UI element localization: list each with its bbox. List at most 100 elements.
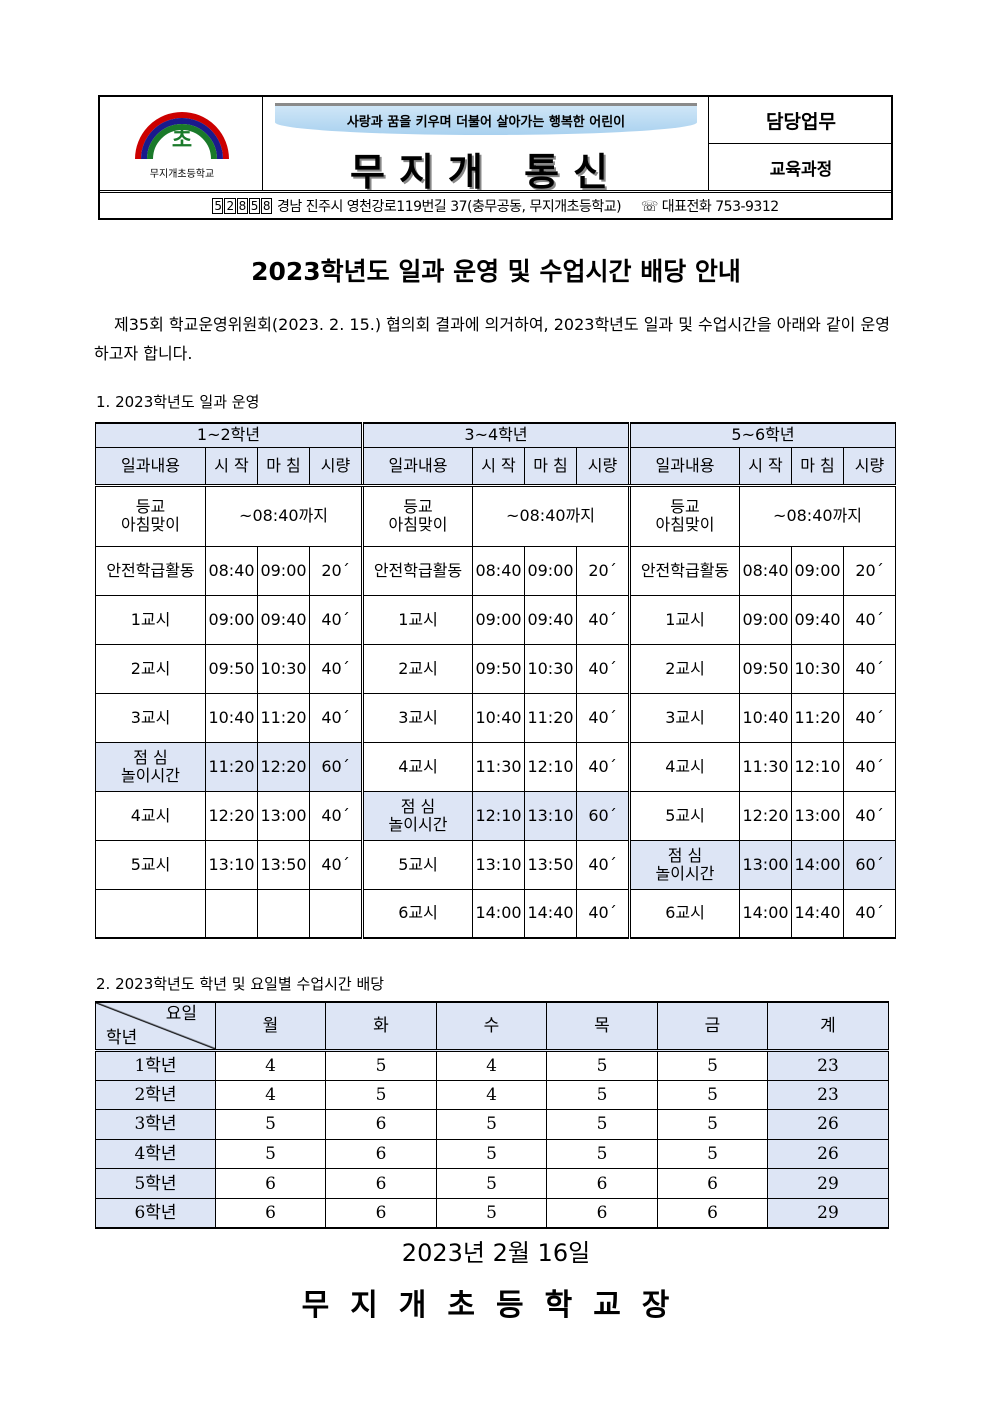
- column-header: 시 작: [472, 446, 525, 487]
- total-hours: 29: [767, 1197, 889, 1230]
- arrival-label: 등교 아침맞이: [95, 484, 206, 547]
- start-time: 09:50: [205, 643, 258, 694]
- postal-digit: 8: [260, 197, 273, 214]
- schedule-row: 5교시 13:10 13:50 40´: [362, 839, 630, 890]
- corner-grade: 학년: [106, 1028, 138, 1048]
- schedule-row: 4교시 12:20 13:00 40´: [95, 790, 363, 841]
- arrival-time: ~08:40까지: [204, 484, 363, 547]
- schedule-row: 2교시 09:50 10:30 40´: [362, 643, 630, 694]
- start-time: 09:00: [205, 594, 258, 645]
- hours-cell: 4: [215, 1079, 326, 1111]
- grade-label: 4학년: [95, 1138, 216, 1170]
- schedule-row: 3교시 10:40 11:20 40´: [629, 692, 897, 743]
- intro-paragraph: 제35회 학교운영위원회(2023. 2. 15.) 협의회 결과에 의거하여,…: [94, 315, 890, 363]
- end-time: 09:40: [524, 594, 577, 645]
- column-header: 마 침: [524, 446, 577, 487]
- schedule-row: 점 심 놀이시간 12:10 13:10 60´: [362, 790, 630, 841]
- period: 3교시: [95, 692, 206, 743]
- end-time: 09:00: [791, 545, 844, 596]
- period: 점 심 놀이시간: [629, 839, 740, 890]
- total-hours: 26: [767, 1109, 889, 1140]
- hours-cell: 5: [657, 1109, 768, 1140]
- column-header: 시량: [842, 446, 897, 487]
- schedule-row: 6교시 14:00 14:40 40´: [629, 888, 897, 939]
- start-time: 12:20: [205, 790, 258, 841]
- signature: 무지개초등학교장: [301, 1288, 691, 1323]
- end-time: 11:20: [257, 692, 310, 743]
- section-1-heading: 1. 2023학년도 일과 운영: [96, 393, 260, 411]
- section-2-heading: 2. 2023학년도 학년 및 요일별 수업시간 배당: [96, 975, 385, 993]
- schedule-row: 안전학급활동 08:40 09:00 20´: [362, 545, 630, 596]
- total-hours: 26: [767, 1138, 889, 1170]
- arrival-time: ~08:40까지: [738, 484, 897, 547]
- period: 6교시: [629, 888, 740, 939]
- start-time: 12:10: [472, 790, 525, 841]
- period: 2교시: [362, 643, 473, 694]
- duration: 40´: [842, 790, 897, 841]
- hours-cell: 5: [657, 1138, 768, 1170]
- period: 3교시: [629, 692, 740, 743]
- total-hours: 23: [767, 1079, 889, 1111]
- schedule-row: 3교시 10:40 11:20 40´: [95, 692, 363, 743]
- schedule-row: 점 심 놀이시간 11:20 12:20 60´: [95, 741, 363, 792]
- day-header: 목: [546, 1001, 658, 1052]
- period: [95, 888, 206, 939]
- end-time: 10:30: [257, 643, 310, 694]
- end-time: 13:10: [524, 790, 577, 841]
- hours-cell: 5: [436, 1138, 547, 1170]
- end-time: 12:20: [257, 741, 310, 792]
- end-time: 14:40: [524, 888, 577, 939]
- hours-cell: 4: [436, 1079, 547, 1111]
- duration: 40´: [842, 741, 897, 792]
- start-time: 10:40: [205, 692, 258, 743]
- start-time: 10:40: [739, 692, 792, 743]
- duration: 40´: [842, 594, 897, 645]
- corner-day: 요일: [165, 1004, 197, 1024]
- grade-group-header: 3~4학년: [361, 422, 630, 448]
- start-time: 08:40: [472, 545, 525, 596]
- duration: 20´: [842, 545, 897, 596]
- end-time: 14:00: [791, 839, 844, 890]
- end-time: 14:40: [791, 888, 844, 939]
- schedule-row: 5교시 12:20 13:00 40´: [629, 790, 897, 841]
- period: 4교시: [95, 790, 206, 841]
- hours-cell: 5: [546, 1079, 658, 1111]
- start-time: 10:40: [472, 692, 525, 743]
- end-time: 13:00: [791, 790, 844, 841]
- arrival-time: ~08:40까지: [471, 484, 630, 547]
- svg-text:무지개초등학교: 무지개초등학교: [150, 168, 214, 180]
- start-time: 11:20: [205, 741, 258, 792]
- hours-row: 4학년 5 6 5 5 5 26: [95, 1138, 889, 1170]
- column-header: 시 작: [739, 446, 792, 487]
- duration: 20´: [575, 545, 630, 596]
- total-hours: 23: [767, 1050, 889, 1081]
- postal-digit: 5: [212, 197, 224, 214]
- start-time: 13:10: [472, 839, 525, 890]
- period: 점 심 놀이시간: [362, 790, 473, 841]
- hours-cell: 5: [546, 1050, 658, 1081]
- schedule-row: 안전학급활동 08:40 09:00 20´: [95, 545, 363, 596]
- day-header: 월: [215, 1001, 326, 1052]
- duration: 40´: [308, 839, 363, 890]
- schedule-row: 6교시 14:00 14:40 40´: [362, 888, 630, 939]
- hours-cell: 5: [436, 1197, 547, 1230]
- schedule-row: 2교시 09:50 10:30 40´: [629, 643, 897, 694]
- end-time: 13:50: [524, 839, 577, 890]
- grade-label: 3학년: [95, 1109, 216, 1140]
- hours-row: 6학년 6 6 5 6 6 29: [95, 1197, 889, 1230]
- duration: 60´: [575, 790, 630, 841]
- start-time: 14:00: [739, 888, 792, 939]
- period: 안전학급활동: [629, 545, 740, 596]
- day-header: 수: [436, 1001, 547, 1052]
- period: 안전학급활동: [362, 545, 473, 596]
- hours-table: 요일 학년 월 화 수 목 금 계 1학년 4 5 4 5 5 23 2학년 4 5 4 5 5 23 3학년 5 6 5 5 5 26…: [95, 1001, 889, 1230]
- grade-group-header: 5~6학년: [628, 422, 897, 448]
- period: 5교시: [629, 790, 740, 841]
- schedule-row: 4교시 11:30 12:10 40´: [629, 741, 897, 792]
- end-time: 12:10: [524, 741, 577, 792]
- period: 안전학급활동: [95, 545, 206, 596]
- schedule-row: 4교시 11:30 12:10 40´: [362, 741, 630, 792]
